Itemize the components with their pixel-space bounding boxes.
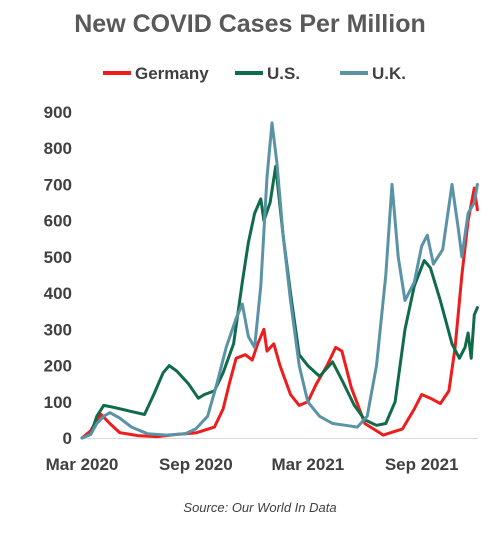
y-tick-label: 300 [44,320,72,339]
y-tick-label: 200 [44,357,72,376]
y-axis: 0 100 200 300 400 500 600 700 800 900 [44,103,72,448]
legend-item: Germany [103,64,209,83]
y-tick-label: 800 [44,139,72,158]
x-tick-label: Sep 2020 [159,455,233,474]
chart-source: Source: Our World In Data [183,500,336,515]
x-tick-label: Mar 2020 [46,455,119,474]
series-line-u-k [80,121,479,440]
y-tick-label: 700 [44,175,72,194]
legend-item: U.K. [340,64,406,83]
x-tick-label: Sep 2021 [385,455,459,474]
x-tick-label: Mar 2021 [271,455,344,474]
x-axis: Mar 2020 Sep 2020 Mar 2021 Sep 2021 [46,438,478,474]
legend-item: U.S. [235,64,300,83]
chart-title: New COVID Cases Per Million [74,10,426,38]
y-tick-label: 400 [44,284,72,303]
y-tick-label: 900 [44,103,72,122]
y-tick-label: 100 [44,393,72,412]
legend-label: U.K. [372,64,406,83]
series-line-germany [80,186,479,440]
legend-label: U.S. [267,64,300,83]
y-tick-label: 600 [44,212,72,231]
series-layer [80,121,479,440]
legend-label: Germany [135,64,209,83]
legend: Germany U.S. U.K. [103,64,406,83]
y-tick-label: 0 [63,429,72,448]
y-tick-label: 500 [44,248,72,267]
